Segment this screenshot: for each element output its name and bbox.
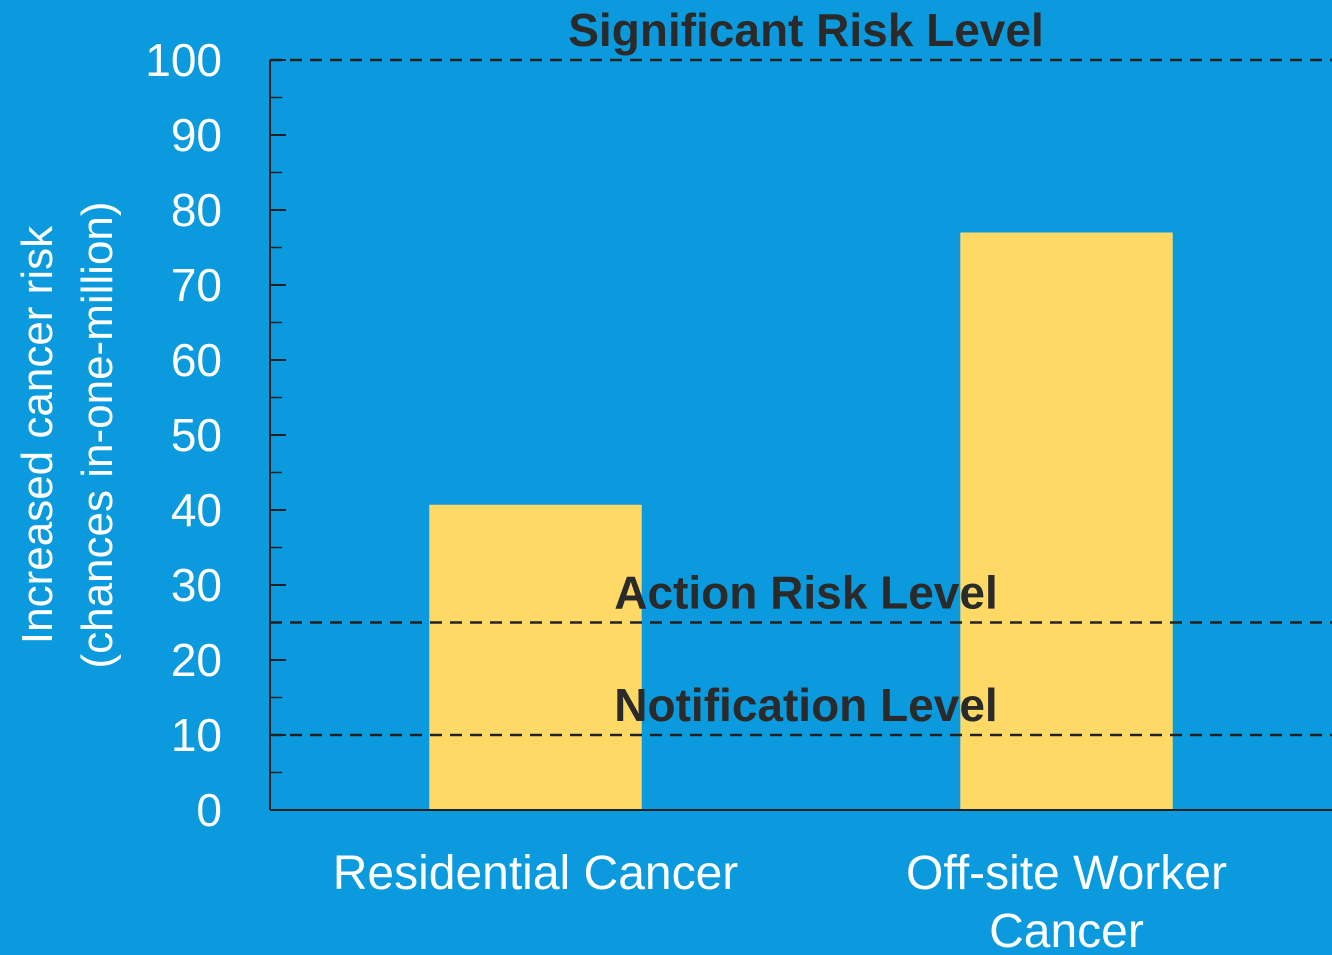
reference-label: Significant Risk Level (568, 4, 1043, 56)
bar (960, 232, 1173, 810)
y-tick-label: 90 (171, 109, 222, 161)
y-tick-label: 0 (196, 784, 222, 836)
y-tick-label: 40 (171, 484, 222, 536)
y-tick-label: 10 (171, 709, 222, 761)
y-tick-label: 20 (171, 634, 222, 686)
y-tick-label: 80 (171, 184, 222, 236)
y-tick-label: 50 (171, 409, 222, 461)
y-axis-label: Increased cancer risk (13, 225, 62, 644)
reference-label: Action Risk Level (614, 567, 997, 619)
bar (429, 504, 642, 810)
x-tick-label: Residential Cancer (332, 847, 739, 900)
y-axis-label: (chances in-one-million) (73, 201, 122, 668)
y-tick-label: 70 (171, 259, 222, 311)
y-tick-label: 30 (171, 559, 222, 611)
y-tick-label: 60 (171, 334, 222, 386)
reference-label: Notification Level (614, 679, 997, 731)
y-tick-label: 100 (145, 34, 222, 86)
x-tick-label: Off-site Worker Cancer (906, 847, 1227, 955)
